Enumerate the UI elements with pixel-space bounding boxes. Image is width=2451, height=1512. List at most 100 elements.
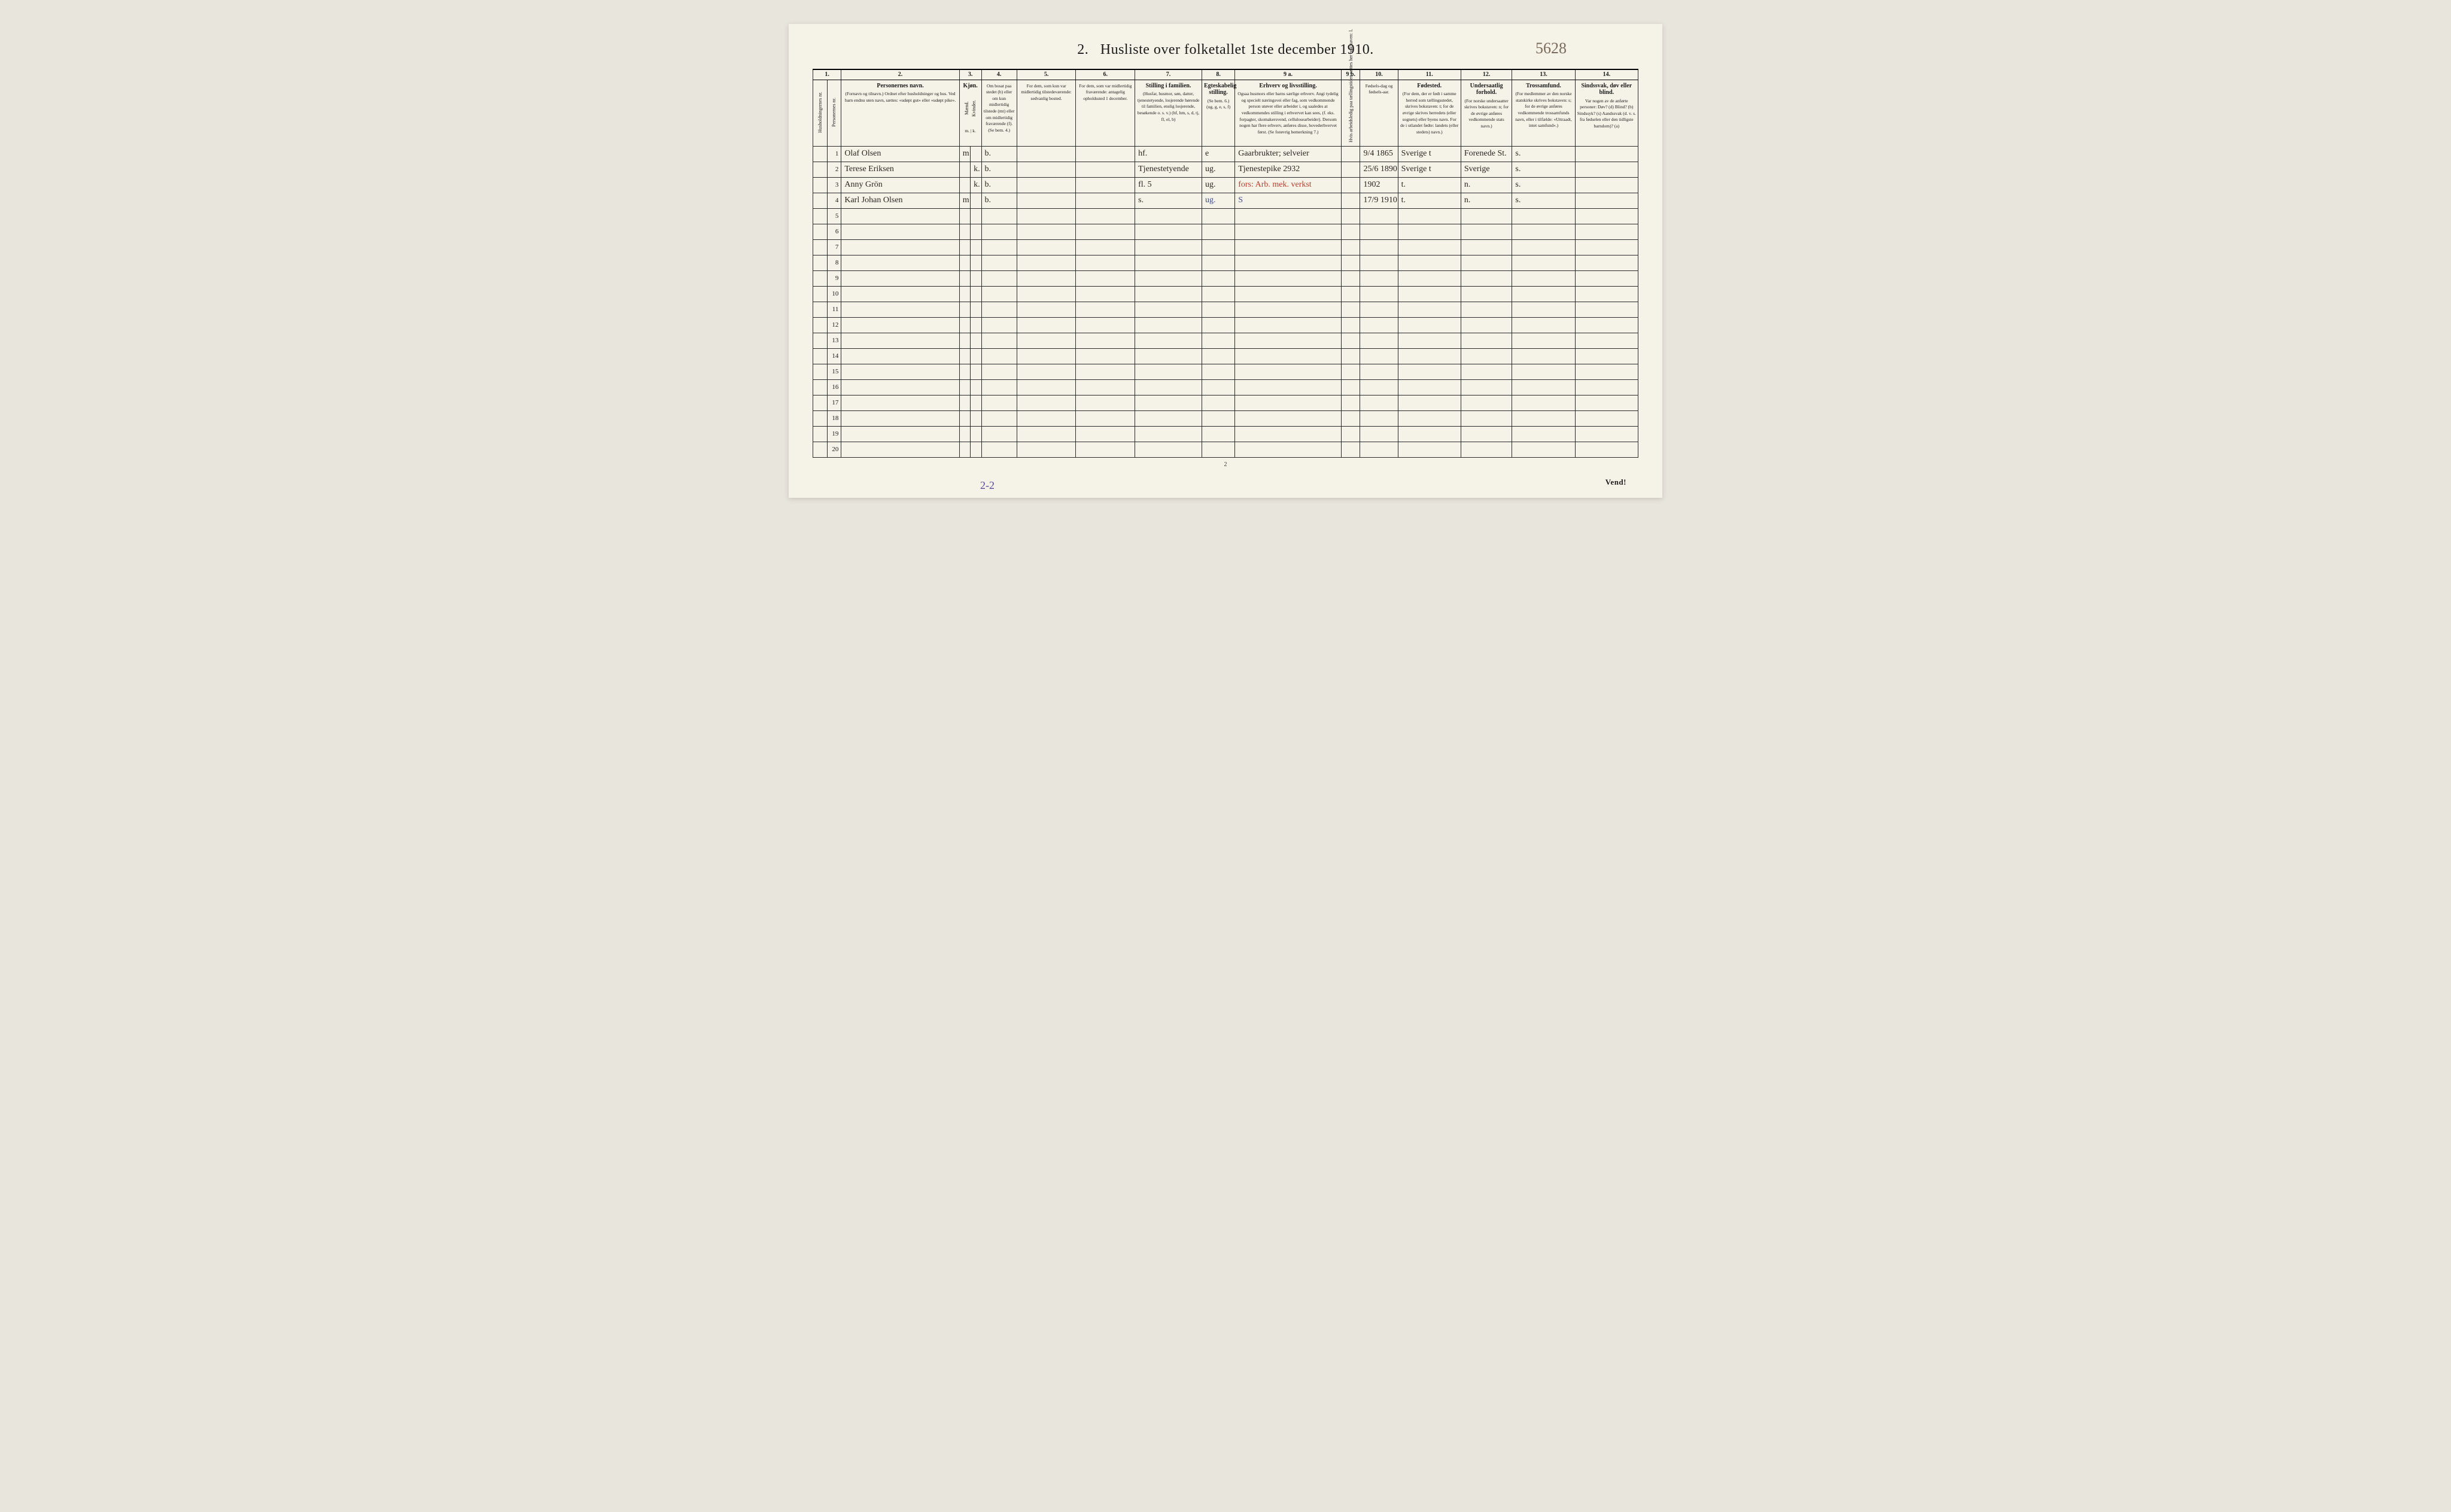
cell-c11 <box>1398 224 1461 239</box>
cell-household-nr <box>813 426 828 442</box>
cell-c14 <box>1575 208 1638 224</box>
cell-c9a: Tjenestepike 2932 <box>1235 162 1342 177</box>
table-row: 1Olaf Olsenmb.hf.eGaarbrukter; selveier9… <box>813 146 1638 162</box>
colnum-12: 12. <box>1461 69 1512 80</box>
cell-c6 <box>1076 348 1135 364</box>
cell-c7 <box>1135 239 1202 255</box>
cell-res <box>981 270 1017 286</box>
cell-c6 <box>1076 302 1135 317</box>
cell-c10: 17/9 1910 <box>1360 193 1398 208</box>
cell-c6 <box>1076 270 1135 286</box>
table-row: 17 <box>813 395 1638 410</box>
cell-c12 <box>1461 426 1512 442</box>
cell-sex_m <box>959 255 970 270</box>
cell-c8 <box>1202 364 1234 379</box>
cell-household-nr <box>813 442 828 457</box>
cell-c9b <box>1341 364 1360 379</box>
cell-c12 <box>1461 348 1512 364</box>
cell-c11 <box>1398 410 1461 426</box>
cell-name <box>841 395 959 410</box>
cell-c12 <box>1461 239 1512 255</box>
cell-c8 <box>1202 333 1234 348</box>
cell-c9a <box>1235 379 1342 395</box>
cell-sex_k <box>971 410 981 426</box>
cell-sex_m <box>959 208 970 224</box>
cell-c12 <box>1461 379 1512 395</box>
cell-household-nr <box>813 364 828 379</box>
cell-household-nr <box>813 286 828 302</box>
hdr-religion: Trossamfund. (For medlemmer av den norsk… <box>1512 80 1575 146</box>
cell-name <box>841 255 959 270</box>
cell-name: Karl Johan Olsen <box>841 193 959 208</box>
cell-household-nr <box>813 379 828 395</box>
cell-person-nr: 4 <box>827 193 841 208</box>
cell-c10 <box>1360 426 1398 442</box>
cell-c9a: fors: Arb. mek. verkst <box>1235 177 1342 193</box>
cell-sex_k <box>971 193 981 208</box>
cell-c14 <box>1575 379 1638 395</box>
cell-name <box>841 302 959 317</box>
cell-c6 <box>1076 224 1135 239</box>
cell-person-nr: 3 <box>827 177 841 193</box>
cell-c9a <box>1235 255 1342 270</box>
cell-res: b. <box>981 146 1017 162</box>
hdr-birthdate: Fødsels-dag og fødsels-aar. <box>1360 80 1398 146</box>
cell-sex_m <box>959 333 970 348</box>
cell-c14 <box>1575 286 1638 302</box>
cell-c10 <box>1360 348 1398 364</box>
column-number-row: 1. 2. 3. 4. 5. 6. 7. 8. 9 a. 9 b. 10. 11… <box>813 69 1638 80</box>
cell-household-nr <box>813 270 828 286</box>
cell-c14 <box>1575 146 1638 162</box>
cell-c6 <box>1076 255 1135 270</box>
cell-c9a <box>1235 348 1342 364</box>
cell-c6 <box>1076 364 1135 379</box>
cell-c8 <box>1202 302 1234 317</box>
cell-sex_m <box>959 224 970 239</box>
cell-c7 <box>1135 333 1202 348</box>
cell-person-nr: 5 <box>827 208 841 224</box>
cell-c13 <box>1512 410 1575 426</box>
cell-sex_m <box>959 239 970 255</box>
cell-c14 <box>1575 442 1638 457</box>
cell-sex_m <box>959 364 970 379</box>
title-row: 2. Husliste over folketallet 1ste decemb… <box>813 42 1638 58</box>
cell-c10 <box>1360 255 1398 270</box>
table-row: 11 <box>813 302 1638 317</box>
cell-c10 <box>1360 208 1398 224</box>
cell-c11 <box>1398 286 1461 302</box>
cell-c7 <box>1135 317 1202 333</box>
table-row: 2Terese Eriksenk.b.Tjenestetyendeug.Tjen… <box>813 162 1638 177</box>
cell-person-nr: 20 <box>827 442 841 457</box>
cell-name <box>841 224 959 239</box>
cell-c11 <box>1398 426 1461 442</box>
colnum-13: 13. <box>1512 69 1575 80</box>
cell-c11: t. <box>1398 177 1461 193</box>
cell-sex_k <box>971 395 981 410</box>
cell-sex_m <box>959 317 970 333</box>
cell-sex_k: k. <box>971 177 981 193</box>
cell-c9b <box>1341 255 1360 270</box>
cell-res <box>981 286 1017 302</box>
cell-c10 <box>1360 333 1398 348</box>
footer-page-number: 2 <box>813 461 1638 468</box>
cell-household-nr <box>813 177 828 193</box>
cell-c13: s. <box>1512 162 1575 177</box>
cell-c10 <box>1360 286 1398 302</box>
cell-res <box>981 302 1017 317</box>
cell-c5 <box>1017 239 1076 255</box>
cell-c8 <box>1202 442 1234 457</box>
cell-sex_k <box>971 270 981 286</box>
cell-c8 <box>1202 224 1234 239</box>
cell-c6 <box>1076 193 1135 208</box>
hdr-citizenship: Undersaatlig forhold. (For norske unders… <box>1461 80 1512 146</box>
cell-c9b <box>1341 193 1360 208</box>
cell-c11 <box>1398 395 1461 410</box>
census-table: 1. 2. 3. 4. 5. 6. 7. 8. 9 a. 9 b. 10. 11… <box>813 69 1638 458</box>
cell-person-nr: 2 <box>827 162 841 177</box>
cell-c5 <box>1017 410 1076 426</box>
colnum-5: 5. <box>1017 69 1076 80</box>
cell-c5 <box>1017 270 1076 286</box>
cell-c5 <box>1017 146 1076 162</box>
cell-name <box>841 333 959 348</box>
cell-sex_k <box>971 364 981 379</box>
